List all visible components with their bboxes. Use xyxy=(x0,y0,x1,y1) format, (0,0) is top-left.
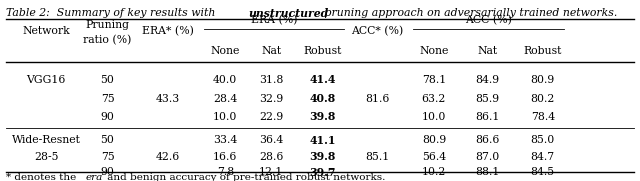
Text: 63.2: 63.2 xyxy=(422,94,446,104)
Text: 80.9: 80.9 xyxy=(422,135,446,145)
Text: 88.1: 88.1 xyxy=(476,167,500,177)
Text: 36.4: 36.4 xyxy=(259,135,284,145)
Text: Wide-Resnet: Wide-Resnet xyxy=(12,135,81,145)
Text: 50: 50 xyxy=(100,135,115,145)
Text: 75: 75 xyxy=(100,151,115,162)
Text: 80.9: 80.9 xyxy=(531,75,555,85)
Text: unstructured: unstructured xyxy=(248,8,328,19)
Text: 10.2: 10.2 xyxy=(422,167,446,177)
Text: 22.9: 22.9 xyxy=(259,112,284,122)
Text: 85.0: 85.0 xyxy=(531,135,555,145)
Text: 84.5: 84.5 xyxy=(531,167,555,177)
Text: 90: 90 xyxy=(100,167,115,177)
Text: 12.1: 12.1 xyxy=(259,167,284,177)
Text: 78.4: 78.4 xyxy=(531,112,555,122)
Text: 80.2: 80.2 xyxy=(531,94,555,104)
Text: ratio (%): ratio (%) xyxy=(83,35,132,45)
Text: 28-5: 28-5 xyxy=(34,151,58,162)
Text: 33.4: 33.4 xyxy=(213,135,237,145)
Text: Nat: Nat xyxy=(477,46,498,56)
Text: 78.1: 78.1 xyxy=(422,75,446,85)
Text: pruning approach on adversarially trained networks.: pruning approach on adversarially traine… xyxy=(321,8,618,18)
Text: 87.0: 87.0 xyxy=(476,151,500,162)
Text: Pruning: Pruning xyxy=(86,20,129,30)
Text: ERA (%): ERA (%) xyxy=(251,15,297,25)
Text: 81.6: 81.6 xyxy=(365,94,390,104)
Text: Robust: Robust xyxy=(303,46,342,56)
Text: 84.7: 84.7 xyxy=(531,151,555,162)
Text: None: None xyxy=(211,46,240,56)
Text: 84.9: 84.9 xyxy=(476,75,500,85)
Text: ERA* (%): ERA* (%) xyxy=(141,26,194,36)
Text: 28.6: 28.6 xyxy=(259,151,284,162)
Text: 39.8: 39.8 xyxy=(309,151,336,162)
Text: 10.0: 10.0 xyxy=(422,112,446,122)
Text: ACC* (%): ACC* (%) xyxy=(351,26,404,36)
Text: 85.1: 85.1 xyxy=(365,151,390,162)
Text: Network: Network xyxy=(22,26,70,36)
Text: 40.0: 40.0 xyxy=(213,75,237,85)
Text: 16.6: 16.6 xyxy=(213,151,237,162)
Text: 10.0: 10.0 xyxy=(213,112,237,122)
Text: 41.4: 41.4 xyxy=(309,74,336,85)
Text: 7.8: 7.8 xyxy=(217,167,234,177)
Text: and benign accuracy of pre-trained robust networks.: and benign accuracy of pre-trained robus… xyxy=(104,173,385,181)
Text: 85.9: 85.9 xyxy=(476,94,500,104)
Text: era: era xyxy=(86,173,103,181)
Text: 39.8: 39.8 xyxy=(309,111,336,122)
Text: 40.8: 40.8 xyxy=(309,93,336,104)
Text: 86.1: 86.1 xyxy=(476,112,500,122)
Text: 41.1: 41.1 xyxy=(309,135,336,146)
Text: 43.3: 43.3 xyxy=(156,94,180,104)
Text: * denotes the: * denotes the xyxy=(6,173,80,181)
Text: 50: 50 xyxy=(100,75,115,85)
Text: ACC (%): ACC (%) xyxy=(465,15,512,25)
Text: 90: 90 xyxy=(100,112,115,122)
Text: Nat: Nat xyxy=(261,46,282,56)
Text: 42.6: 42.6 xyxy=(156,151,180,162)
Text: 28.4: 28.4 xyxy=(213,94,237,104)
Text: 56.4: 56.4 xyxy=(422,151,446,162)
Text: 75: 75 xyxy=(100,94,115,104)
Text: 32.9: 32.9 xyxy=(259,94,284,104)
Text: 31.8: 31.8 xyxy=(259,75,284,85)
Text: Table 2:  Summary of key results with: Table 2: Summary of key results with xyxy=(6,8,220,18)
Text: VGG16: VGG16 xyxy=(26,75,66,85)
Text: Robust: Robust xyxy=(524,46,562,56)
Text: 39.7: 39.7 xyxy=(309,167,336,178)
Text: None: None xyxy=(419,46,449,56)
Text: 86.6: 86.6 xyxy=(476,135,500,145)
